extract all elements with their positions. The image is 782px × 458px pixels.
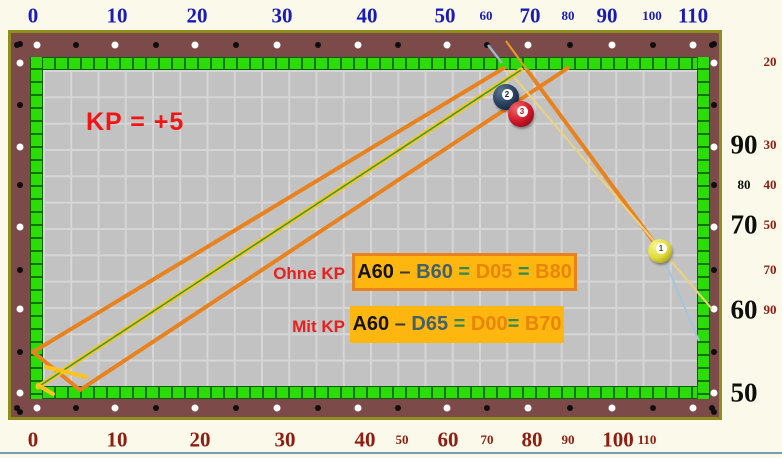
- formula-segment: =: [452, 260, 476, 283]
- scale-label: 70: [730, 209, 758, 240]
- scale-label: 70: [519, 3, 541, 28]
- scale-label: 80: [521, 427, 543, 452]
- scale-label: 20: [189, 427, 211, 452]
- formula-segment: D65: [411, 313, 449, 335]
- cushion-right: [697, 57, 710, 399]
- formula-segment: B60: [416, 260, 453, 283]
- formula-mit-kp: A60 – D65 = D00 = B70: [350, 306, 564, 343]
- formula-segment: –: [393, 260, 417, 283]
- scale-label: 40: [354, 427, 376, 452]
- scale-label: 60: [730, 294, 758, 325]
- scale-label: 70: [763, 262, 777, 277]
- scale-label: 60: [479, 8, 493, 23]
- formula-segment: =: [512, 260, 536, 283]
- formula-segment: D05: [475, 260, 513, 283]
- formula-segment: =: [448, 313, 471, 335]
- scale-label: 10: [106, 3, 128, 28]
- scale-label: 40: [356, 3, 378, 28]
- scale-label: 110: [637, 432, 657, 447]
- scale-label: 10: [106, 427, 128, 452]
- formula-ohne-kp: A60 – B60 = D05 = B80: [352, 253, 577, 291]
- kp-value-label: KP = +5: [86, 108, 185, 136]
- scale-label: 90: [763, 302, 777, 317]
- scale-label: 50: [395, 432, 409, 447]
- cushion-top: [30, 57, 710, 70]
- formula-segment: B80: [535, 260, 572, 283]
- formula-segment: A60: [357, 260, 394, 283]
- scale-label: 30: [274, 427, 296, 452]
- scale-label: 0: [27, 427, 39, 452]
- scale-label: 20: [186, 3, 208, 28]
- scale-label: 60: [437, 427, 459, 452]
- scale-label: 70: [480, 432, 494, 447]
- ball-number: 2: [501, 88, 513, 100]
- bottom-divider: [0, 452, 782, 454]
- scale-label: 40: [763, 177, 777, 192]
- formula-segment: D00: [470, 313, 508, 335]
- scale-label: 20: [763, 54, 777, 69]
- scale-label: 80: [737, 177, 751, 192]
- ball-number: 3: [516, 105, 528, 117]
- formula-segment: –: [389, 313, 412, 335]
- formula-segment: B70: [524, 313, 562, 335]
- scale-label: 0: [27, 3, 39, 28]
- scale-label: 50: [730, 377, 758, 408]
- scale-label: 50: [434, 3, 456, 28]
- ball-1: 1: [648, 239, 672, 263]
- scale-label: 80: [561, 8, 575, 23]
- cushion-bottom: [30, 386, 710, 399]
- formula-segment: A60: [352, 313, 390, 335]
- cushion-left: [30, 57, 43, 399]
- scale-label: 50: [763, 217, 777, 232]
- scale-label: 90: [730, 129, 758, 160]
- scale-label: 30: [763, 137, 777, 152]
- ball-number: 1: [655, 243, 667, 255]
- scale-label: 100: [602, 427, 634, 452]
- scale-label: 90: [561, 432, 575, 447]
- scale-label: 100: [642, 8, 662, 23]
- row-label-ohne-kp: Ohne KP: [273, 264, 345, 283]
- scale-label: 30: [271, 3, 293, 28]
- scale-label: 90: [596, 3, 618, 28]
- row-label-mit-kp: Mit KP: [292, 317, 345, 336]
- formula-segment: =: [507, 313, 525, 335]
- scale-label: 110: [677, 3, 709, 28]
- ball-3: 3: [508, 101, 534, 127]
